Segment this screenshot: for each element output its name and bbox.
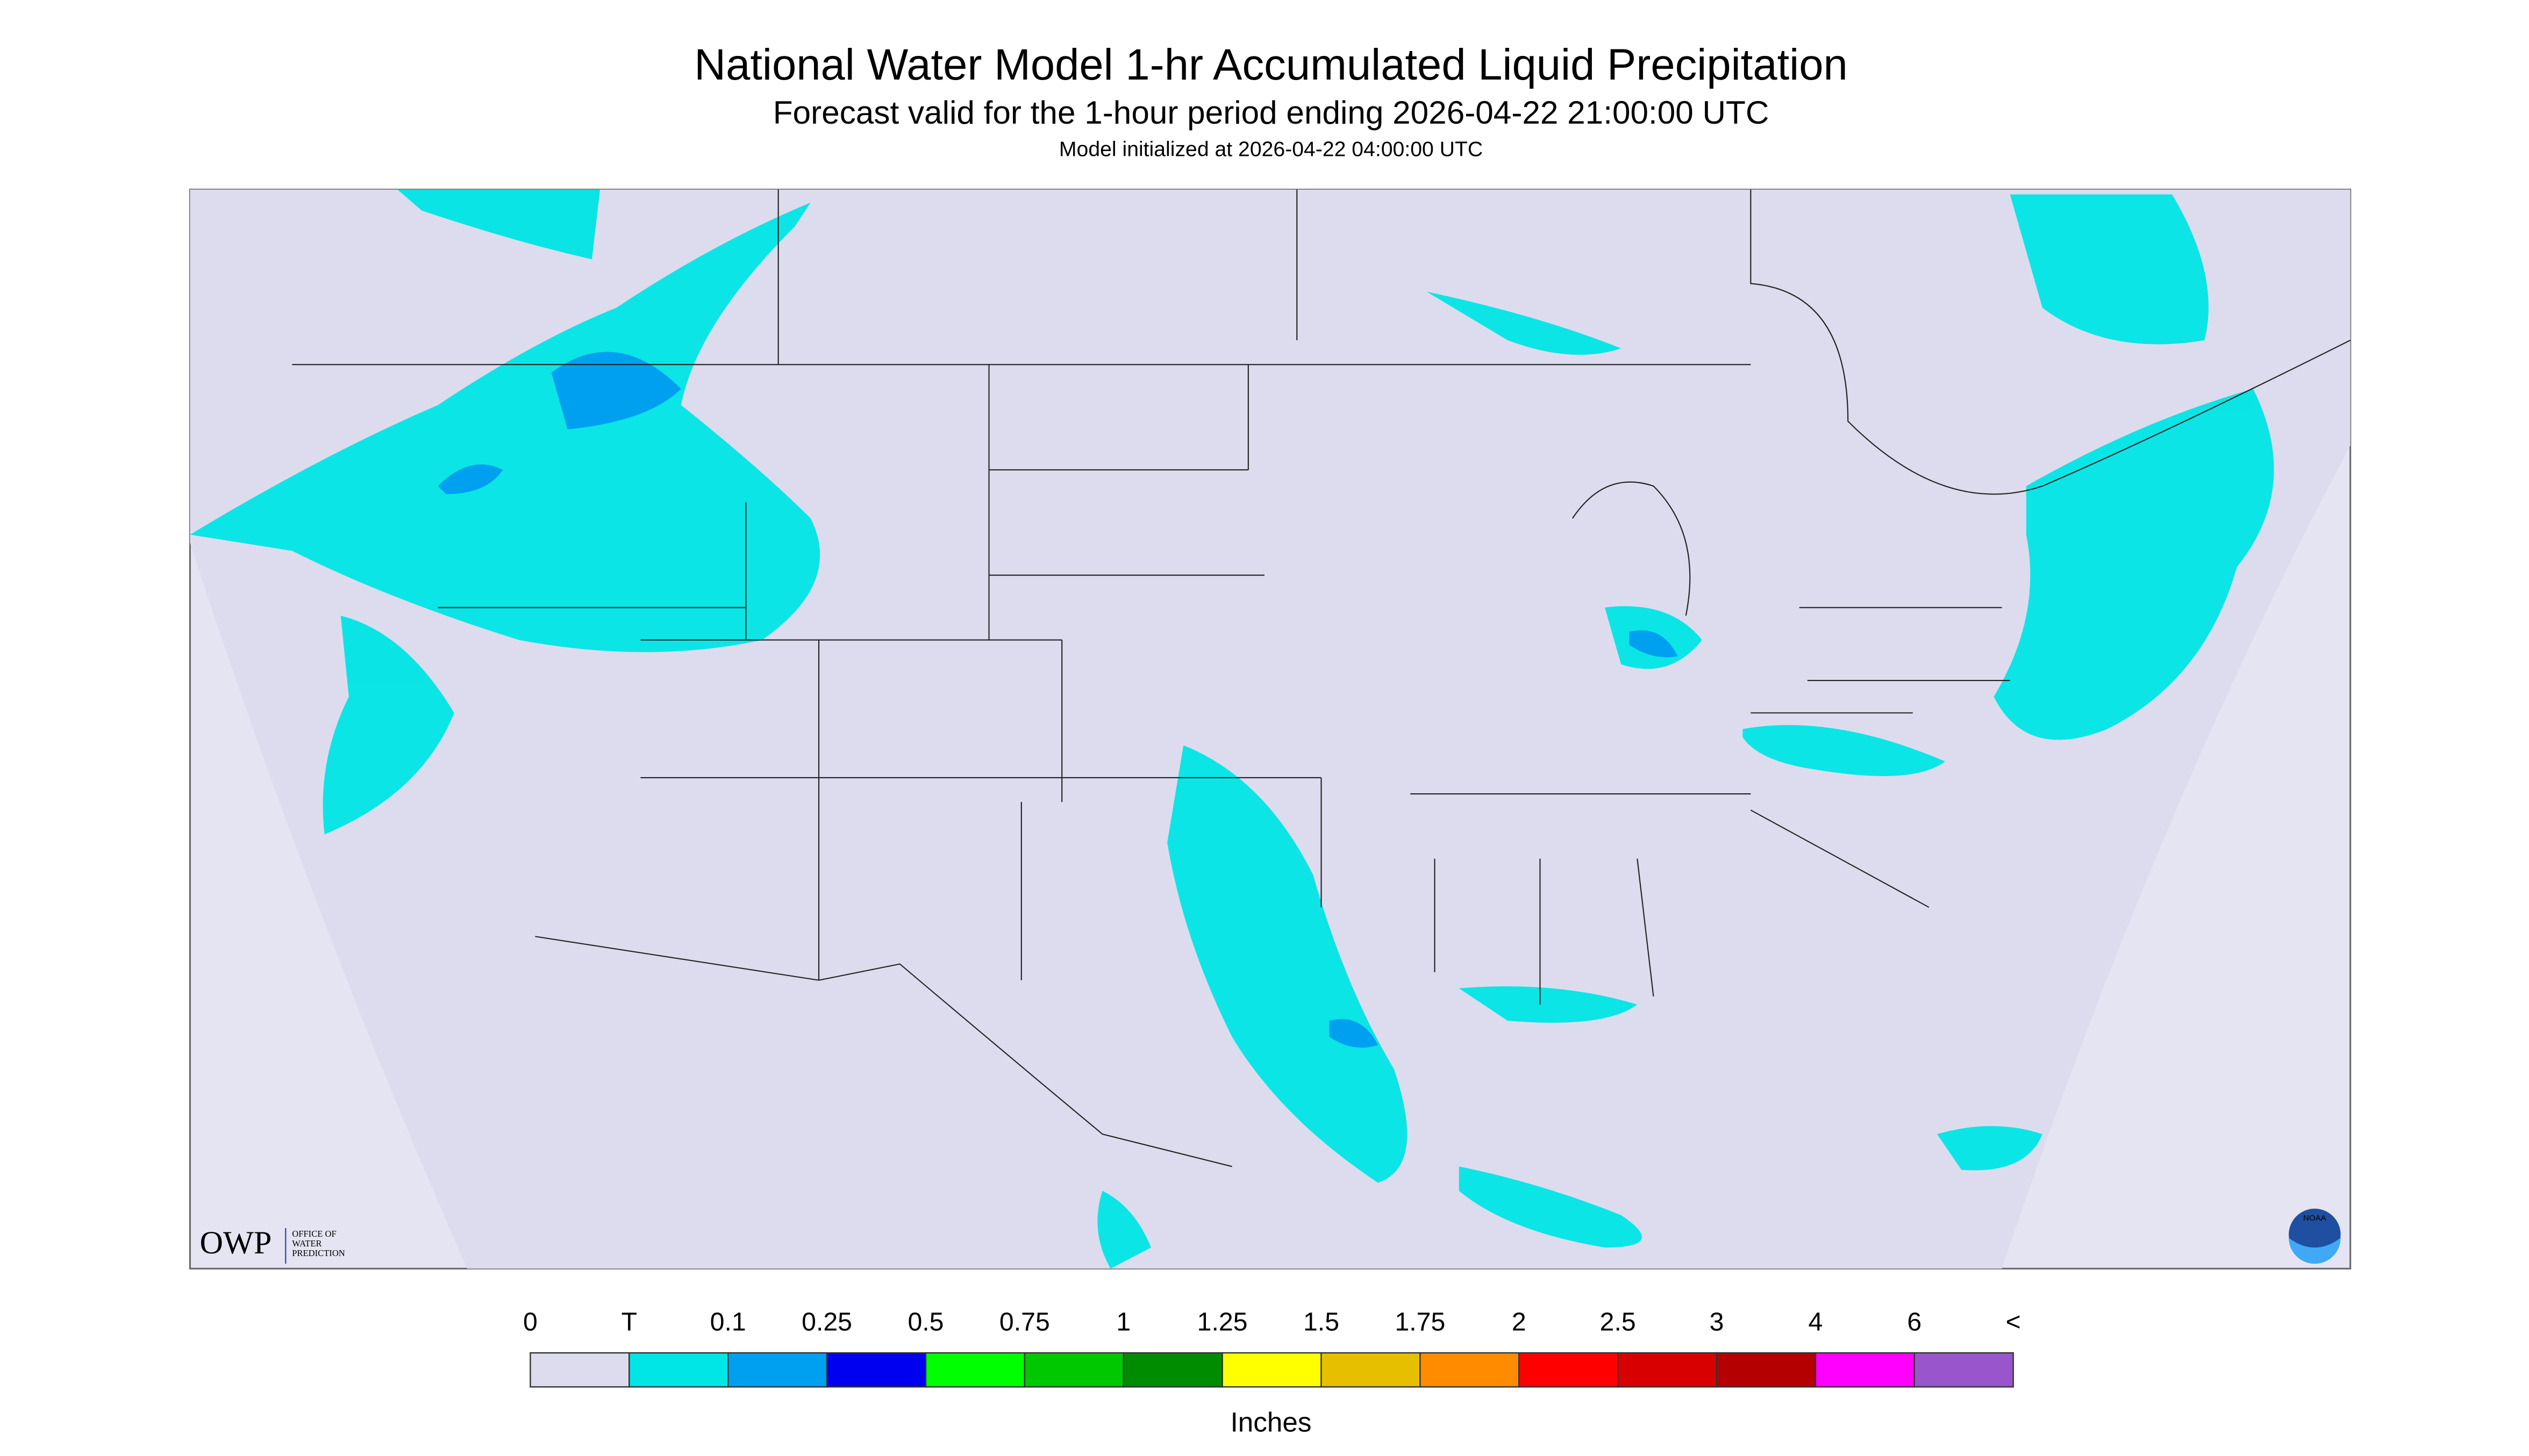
legend-label: < (2006, 1308, 2021, 1337)
legend-label: 6 (1907, 1308, 1921, 1337)
owp-mark: OWP (199, 1225, 272, 1261)
noaa-text: NOAA (2303, 1214, 2327, 1223)
legend-swatch (530, 1352, 630, 1388)
legend-label: 3 (1710, 1308, 1724, 1337)
legend-label: 1.5 (1303, 1308, 1339, 1337)
map: OWP OFFICE OF WATER PREDICTION NOAA (189, 189, 2352, 1269)
legend-label: T (621, 1308, 637, 1337)
legend-swatch (628, 1352, 729, 1388)
owp-text: OFFICE OF (292, 1229, 336, 1239)
legend-label: 4 (1809, 1308, 1823, 1337)
legend-label: 1.25 (1197, 1308, 1248, 1337)
legend-swatch (1913, 1352, 2014, 1388)
noaa-logo: NOAA (2289, 1208, 2341, 1264)
legend-label: 0.25 (802, 1308, 852, 1337)
legend-swatch (1716, 1352, 1817, 1388)
subtitle: Forecast valid for the 1-hour period end… (773, 94, 1769, 131)
title: National Water Model 1-hr Accumulated Li… (694, 40, 1847, 89)
legend: 0 T 0.1 0.25 0.5 0.75 1 1.25 1.5 1.75 2 2.5 3 4 6 < (523, 1308, 2021, 1388)
legend-unit: Inches (1231, 1407, 1312, 1437)
legend-swatch (1221, 1352, 1322, 1388)
legend-swatch (1814, 1352, 1916, 1388)
legend-label: 0.75 (999, 1308, 1050, 1337)
legend-swatch (1024, 1352, 1124, 1388)
owp-logo: OWP OFFICE OF WATER PREDICTION (199, 1225, 345, 1264)
owp-text: PREDICTION (292, 1248, 345, 1258)
legend-label: 0.1 (710, 1308, 746, 1337)
legend-swatch (1419, 1352, 1520, 1388)
legend-swatch (826, 1352, 927, 1388)
owp-text: WATER (292, 1238, 322, 1249)
legend-swatch (925, 1352, 1026, 1388)
legend-swatch (727, 1352, 828, 1388)
init-note: Model initialized at 2026-04-22 04:00:00… (1059, 138, 1483, 161)
legend-swatch (1123, 1352, 1223, 1388)
legend-label: 1.75 (1395, 1308, 1445, 1337)
legend-label: 1 (1116, 1308, 1131, 1337)
legend-label: 2 (1512, 1308, 1526, 1337)
legend-swatch (1617, 1352, 1718, 1388)
legend-swatch (1320, 1352, 1421, 1388)
legend-label: 0.5 (908, 1308, 944, 1337)
legend-label: 2.5 (1600, 1308, 1636, 1337)
precip-heavier (438, 352, 1678, 1048)
legend-swatch (1518, 1352, 1619, 1388)
legend-label: 0 (523, 1308, 538, 1337)
boundaries (292, 189, 2351, 1167)
